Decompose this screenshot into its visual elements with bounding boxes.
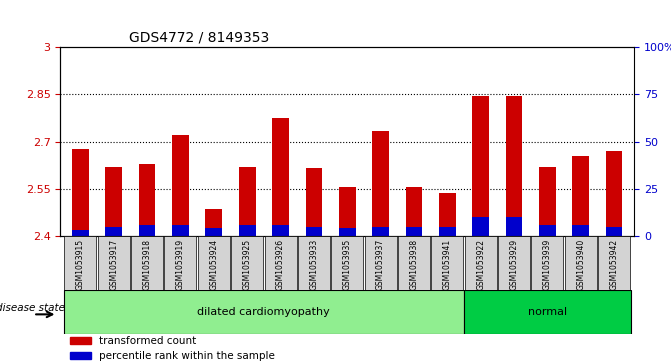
FancyBboxPatch shape	[464, 236, 497, 292]
FancyBboxPatch shape	[464, 290, 631, 334]
Bar	[205, 209, 222, 236]
Bar	[172, 135, 189, 236]
Bar	[405, 227, 422, 236]
Bar	[339, 187, 356, 236]
Bar	[239, 167, 256, 236]
Bar	[606, 227, 623, 236]
Bar	[139, 225, 156, 236]
Bar	[539, 167, 556, 236]
Text: GSM1053929: GSM1053929	[509, 239, 519, 290]
FancyBboxPatch shape	[264, 236, 297, 292]
FancyBboxPatch shape	[64, 290, 464, 334]
Bar	[439, 193, 456, 236]
Text: GSM1053941: GSM1053941	[443, 239, 452, 290]
Bar	[472, 96, 489, 236]
Bar	[572, 225, 589, 236]
FancyBboxPatch shape	[198, 236, 230, 292]
Text: GSM1053942: GSM1053942	[609, 239, 619, 290]
Bar	[472, 217, 489, 236]
Bar	[506, 96, 522, 236]
Text: disease state: disease state	[0, 303, 64, 313]
Bar	[305, 227, 322, 236]
Bar	[339, 228, 356, 236]
Bar	[506, 217, 522, 236]
Bar	[272, 118, 289, 236]
Text: GDS4772 / 8149353: GDS4772 / 8149353	[130, 30, 270, 45]
FancyBboxPatch shape	[565, 236, 597, 292]
FancyBboxPatch shape	[164, 236, 197, 292]
Text: GSM1053918: GSM1053918	[143, 239, 152, 290]
Text: GSM1053922: GSM1053922	[476, 239, 485, 290]
Text: GSM1053925: GSM1053925	[243, 239, 252, 290]
FancyBboxPatch shape	[64, 236, 97, 292]
Text: GSM1053917: GSM1053917	[109, 239, 118, 290]
Bar	[139, 164, 156, 236]
Bar	[272, 225, 289, 236]
FancyBboxPatch shape	[598, 236, 630, 292]
FancyBboxPatch shape	[331, 236, 363, 292]
Bar	[372, 131, 389, 236]
Text: GSM1053935: GSM1053935	[343, 239, 352, 290]
Bar	[72, 150, 89, 236]
Text: GSM1053938: GSM1053938	[409, 239, 419, 290]
FancyBboxPatch shape	[531, 236, 564, 292]
Text: normal: normal	[528, 307, 567, 317]
Text: GSM1053915: GSM1053915	[76, 239, 85, 290]
Bar	[572, 156, 589, 236]
Text: dilated cardiomyopathy: dilated cardiomyopathy	[197, 307, 330, 317]
Bar	[405, 187, 422, 236]
Text: GSM1053933: GSM1053933	[309, 239, 318, 290]
Bar	[172, 225, 189, 236]
Text: GSM1053924: GSM1053924	[209, 239, 218, 290]
FancyBboxPatch shape	[298, 236, 330, 292]
Text: GSM1053939: GSM1053939	[543, 239, 552, 290]
Bar	[205, 228, 222, 236]
FancyBboxPatch shape	[231, 236, 263, 292]
Text: GSM1053919: GSM1053919	[176, 239, 185, 290]
Text: GSM1053940: GSM1053940	[576, 239, 585, 290]
Bar	[105, 167, 122, 236]
Text: GSM1053926: GSM1053926	[276, 239, 285, 290]
FancyBboxPatch shape	[98, 236, 130, 292]
Bar	[305, 168, 322, 236]
FancyBboxPatch shape	[398, 236, 430, 292]
Bar	[439, 227, 456, 236]
Text: GSM1053937: GSM1053937	[376, 239, 385, 290]
FancyBboxPatch shape	[364, 236, 397, 292]
Bar	[239, 225, 256, 236]
FancyBboxPatch shape	[131, 236, 163, 292]
FancyBboxPatch shape	[498, 236, 530, 292]
Bar	[539, 225, 556, 236]
FancyBboxPatch shape	[431, 236, 463, 292]
Bar	[606, 151, 623, 236]
Bar	[72, 230, 89, 236]
Bar	[372, 227, 389, 236]
Bar	[105, 227, 122, 236]
Legend: transformed count, percentile rank within the sample: transformed count, percentile rank withi…	[66, 332, 279, 363]
